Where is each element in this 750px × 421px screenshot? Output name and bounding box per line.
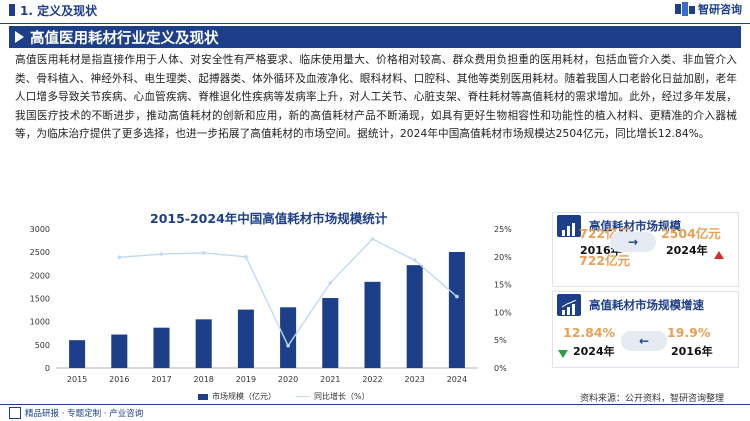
growth-right-value: 19.9% [667,325,711,340]
y-right-tick-label: 15% [494,281,512,290]
footer-text: 精品研报 · 专题定制 · 产业咨询 [25,409,144,419]
card-header: 高值耗材市场规模 [553,213,738,239]
play-icon [15,31,24,43]
growth-point-2020 [286,343,290,348]
bar-2015 [69,340,86,368]
arrow-right-icon: → [610,232,656,252]
bar-2018 [195,319,212,368]
bar-chart-icon [557,215,581,237]
legend-line-swatch [296,396,310,397]
brand-logo: 智研咨询 [675,1,742,17]
growth-point-2021 [328,281,333,285]
bar-2024 [448,251,465,368]
growth-left-year: 2024年 [573,345,615,358]
market-scale-card: 高值耗材市场规模 722亿元 [552,212,739,287]
brand-logo-icon [675,2,695,16]
y-left-tick-label: 500 [35,341,50,350]
x-tick-label: 2015 [67,375,87,384]
y-left-tick-label: 3000 [30,225,50,234]
title-banner: 高值医用耗材行业定义及现状 [9,26,741,48]
footer-square-icon [9,407,21,419]
scale-right-value: 2504亿元 [661,226,721,241]
growth-chart-icon [557,294,581,316]
card-header: 高值耗材市场规模增速 [553,292,738,318]
arrow-left-icon: ← [621,331,667,351]
y-right-tick-label: 20% [494,253,512,262]
growth-right-year: 2016年 [671,345,713,358]
y-left-tick-label: 0 [45,364,50,373]
intro-paragraph: 高值医用耗材是指直接作用于人体、对安全性有严格要求、临床使用量大、价格相对较高、… [15,54,737,140]
growth-left-value: 12.84% [563,325,616,340]
y-left-tick-label: 2000 [30,271,50,280]
legend-bar-label: 市场规模（亿元） [212,392,276,401]
bar-2021 [322,298,339,368]
bar-2017 [153,327,170,368]
growth-point-2022 [370,237,375,241]
y-right-tick-label: 5% [494,336,507,345]
growth-point-2023 [412,258,417,262]
bar-2016 [111,334,128,368]
y-left-tick-label: 2500 [30,248,50,257]
footer-divider [0,404,750,405]
y-right-tick-label: 10% [494,308,512,317]
growth-point-2018 [201,251,206,255]
section-title: 1. 定义及现状 [20,3,98,18]
chart-legend: 市场规模（亿元） 同比增长（%） [198,391,370,402]
y-right-tick-label: 25% [494,225,512,234]
legend-line-label: 同比增长（%） [314,392,370,401]
x-tick-label: 2022 [362,375,382,384]
y-left-tick-label: 1500 [30,295,50,304]
x-tick-label: 2021 [320,375,340,384]
section-marker-icon [9,4,15,16]
scale-left-value: 722亿元 [579,253,631,268]
scale-right-year: 2024年 [666,244,708,257]
chart-title: 2015-2024年中国高值耗材市场规模统计 [150,211,388,226]
trend-down-icon [558,343,571,362]
growth-point-2019 [244,255,248,259]
card-title: 高值耗材市场规模 [589,219,681,233]
y-left-tick-label: 1000 [30,318,50,327]
x-tick-label: 2023 [405,375,425,384]
y-right-tick-label: 0% [494,364,507,373]
header-divider [0,23,750,24]
brand-name: 智研咨询 [698,3,742,16]
market-size-chart: 0 500 1000 1500 2000 2500 3000 0% 5% 10% 15% 20% 25%… [30,225,513,384]
market-growth-card: 高值耗材市场规模增速 [552,291,739,368]
x-tick-label: 2017 [151,375,171,384]
section-header: 1. 定义及现状 [0,0,120,20]
legend-bar-swatch [198,393,208,400]
bar-2020 [280,307,297,368]
x-tick-label: 2018 [194,375,214,384]
bar-2019 [237,309,254,368]
data-source: 资料来源：公开资料，智研咨询整理 [579,394,724,404]
bar-2022 [364,281,381,368]
card-title: 高值耗材市场规模增速 [589,298,704,312]
x-tick-label: 2024 [447,375,467,384]
page-title: 高值医用耗材行业定义及现状 [30,30,219,47]
growth-point-2017 [159,252,164,256]
x-tick-label: 2019 [236,375,256,384]
trend-up-icon [711,244,724,263]
growth-point-2024 [455,294,459,299]
bar-2023 [406,265,423,368]
x-tick-label: 2020 [278,375,298,384]
footer-tagline: 精品研报 · 专题定制 · 产业咨询 [9,407,143,419]
growth-point-2016 [117,255,122,260]
x-tick-label: 2016 [109,375,129,384]
